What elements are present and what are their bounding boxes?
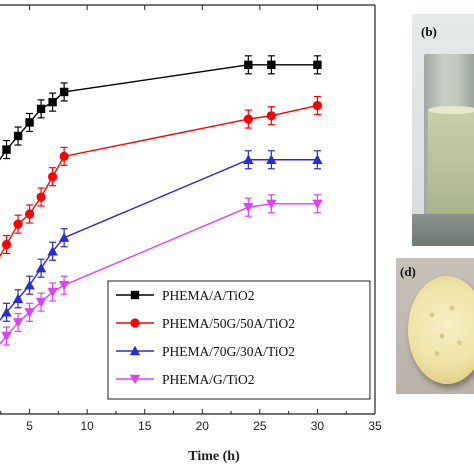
marker-triangle-up bbox=[266, 154, 277, 164]
marker-triangle-up bbox=[58, 232, 70, 242]
marker-square bbox=[59, 87, 69, 97]
legend-label: PHEMA/50G/50A/TiO2 bbox=[162, 316, 295, 331]
x-tick-label: 10 bbox=[80, 419, 94, 433]
legend-label: PHEMA/G/TiO2 bbox=[162, 372, 255, 387]
legend: PHEMA/A/TiO2 PHEMA/50G/50A/TiO2 PHEMA/70G/… bbox=[107, 280, 371, 400]
marker-triangle-down bbox=[58, 280, 70, 291]
marker-triangle-down bbox=[47, 287, 58, 298]
panel-label-b: (b) bbox=[421, 24, 437, 39]
marker-triangle-up bbox=[35, 263, 47, 273]
x-tick-label: 25 bbox=[253, 419, 267, 433]
marker-square bbox=[48, 97, 57, 107]
photo-disc bbox=[396, 258, 474, 394]
marker-square bbox=[313, 60, 322, 70]
marker-circle bbox=[24, 209, 35, 219]
marker-triangle-down bbox=[12, 318, 24, 328]
series-3 bbox=[0, 194, 323, 346]
marker-circle bbox=[243, 114, 253, 124]
legend-label: PHEMA/70G/30A/TiO2 bbox=[162, 344, 295, 359]
marker-square bbox=[25, 118, 34, 127]
marker-circle bbox=[13, 219, 23, 229]
marker-circle bbox=[59, 151, 69, 161]
marker-square bbox=[244, 60, 253, 70]
marker-circle bbox=[1, 239, 12, 250]
marker-triangle-down bbox=[312, 199, 323, 210]
x-tick-label: 15 bbox=[138, 419, 152, 433]
marker-square bbox=[2, 145, 11, 154]
series-1 bbox=[0, 95, 323, 258]
marker-circle bbox=[312, 100, 323, 111]
series-0 bbox=[0, 55, 322, 161]
cuvette-liquid bbox=[428, 110, 474, 220]
cuvette-base bbox=[412, 214, 474, 246]
marker-triangle-up bbox=[129, 345, 141, 356]
marker-square bbox=[267, 60, 276, 70]
marker-triangle-down bbox=[266, 199, 277, 210]
marker-triangle-down bbox=[129, 374, 141, 385]
series-layer bbox=[0, 55, 323, 346]
marker-circle bbox=[48, 172, 58, 182]
marker-square bbox=[36, 104, 46, 114]
marker-triangle-up bbox=[312, 154, 323, 164]
axes: 5 10 15 20 25 30 35 bbox=[0, 4, 382, 433]
marker-triangle-down bbox=[35, 297, 47, 308]
marker-triangle-up bbox=[47, 246, 58, 256]
marker-square bbox=[13, 131, 23, 141]
marker-circle bbox=[266, 111, 276, 121]
panel-label-d: (d) bbox=[400, 264, 416, 279]
marker-square bbox=[130, 290, 140, 300]
x-tick-label: 35 bbox=[368, 419, 382, 433]
marker-circle bbox=[36, 192, 46, 202]
series-line bbox=[0, 104, 318, 258]
marker-triangle-down bbox=[243, 203, 254, 213]
marker-triangle-down bbox=[1, 331, 12, 342]
marker-triangle-up bbox=[243, 154, 254, 164]
series-2 bbox=[0, 150, 323, 331]
x-axis-title: Time (h) bbox=[188, 449, 240, 464]
marker-triangle-up bbox=[24, 279, 35, 290]
photo-cuvette bbox=[412, 14, 474, 246]
marker-triangle-up bbox=[1, 307, 12, 317]
marker-circle bbox=[130, 318, 140, 328]
marker-triangle-down bbox=[24, 308, 35, 318]
disc-pores bbox=[422, 294, 472, 364]
x-tick-label: 30 bbox=[311, 419, 325, 433]
legend-label: PHEMA/A/TiO2 bbox=[162, 288, 255, 303]
x-tick-label: 20 bbox=[196, 419, 210, 433]
x-tick-label: 5 bbox=[26, 419, 33, 433]
marker-triangle-up bbox=[12, 293, 24, 303]
meniscus bbox=[428, 106, 474, 114]
